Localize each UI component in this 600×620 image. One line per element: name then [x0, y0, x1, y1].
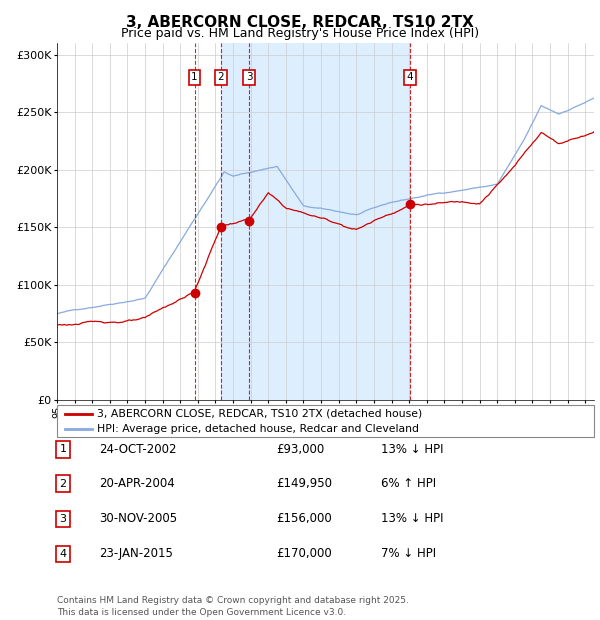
Text: 3, ABERCORN CLOSE, REDCAR, TS10 2TX: 3, ABERCORN CLOSE, REDCAR, TS10 2TX — [126, 15, 474, 30]
Text: 2: 2 — [218, 73, 224, 82]
Text: 3: 3 — [59, 514, 67, 524]
Text: £93,000: £93,000 — [276, 443, 324, 456]
Text: Price paid vs. HM Land Registry's House Price Index (HPI): Price paid vs. HM Land Registry's House … — [121, 27, 479, 40]
Bar — [221, 43, 410, 400]
Text: 13% ↓ HPI: 13% ↓ HPI — [381, 513, 443, 525]
Text: £170,000: £170,000 — [276, 547, 332, 560]
Text: 4: 4 — [59, 549, 67, 559]
Text: HPI: Average price, detached house, Redcar and Cleveland: HPI: Average price, detached house, Redc… — [97, 424, 419, 434]
Text: 20-APR-2004: 20-APR-2004 — [99, 477, 175, 490]
Text: 13% ↓ HPI: 13% ↓ HPI — [381, 443, 443, 456]
Text: 1: 1 — [59, 445, 67, 454]
Text: 6% ↑ HPI: 6% ↑ HPI — [381, 477, 436, 490]
Text: 1: 1 — [191, 73, 198, 82]
Text: 23-JAN-2015: 23-JAN-2015 — [99, 547, 173, 560]
Text: 24-OCT-2002: 24-OCT-2002 — [99, 443, 176, 456]
Text: 4: 4 — [407, 73, 413, 82]
Text: 3: 3 — [246, 73, 253, 82]
Text: £156,000: £156,000 — [276, 513, 332, 525]
Text: Contains HM Land Registry data © Crown copyright and database right 2025.
This d: Contains HM Land Registry data © Crown c… — [57, 596, 409, 617]
Text: 3, ABERCORN CLOSE, REDCAR, TS10 2TX (detached house): 3, ABERCORN CLOSE, REDCAR, TS10 2TX (det… — [97, 409, 422, 419]
Text: 2: 2 — [59, 479, 67, 489]
FancyBboxPatch shape — [57, 405, 594, 437]
Text: 7% ↓ HPI: 7% ↓ HPI — [381, 547, 436, 560]
Text: £149,950: £149,950 — [276, 477, 332, 490]
Text: 30-NOV-2005: 30-NOV-2005 — [99, 513, 177, 525]
